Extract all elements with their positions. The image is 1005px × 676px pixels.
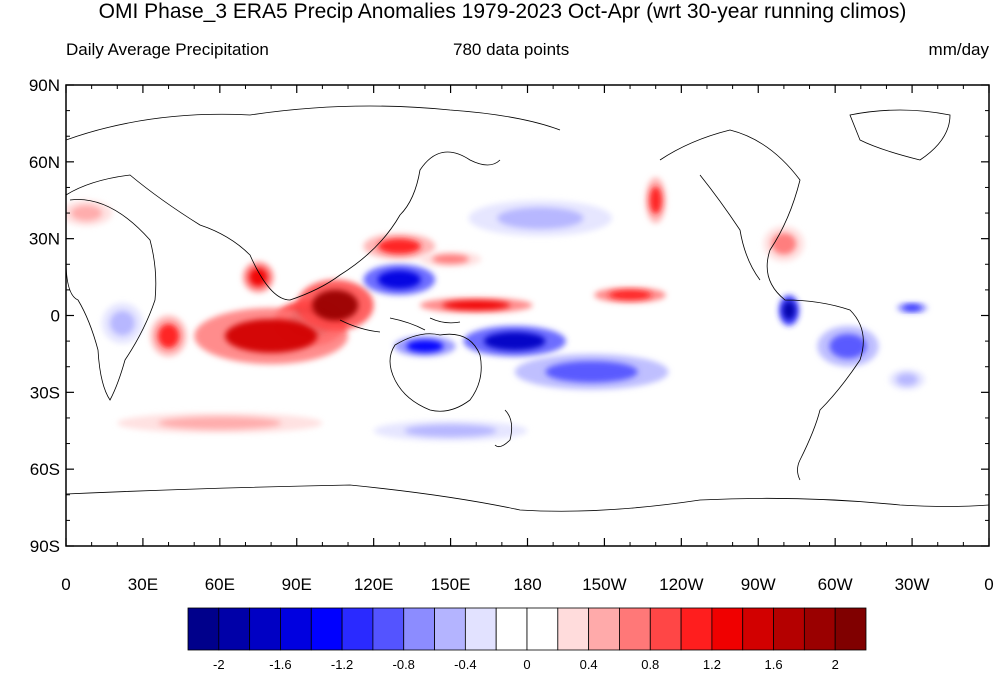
- lat-tick-label: 60S: [30, 460, 60, 479]
- anomaly-nw-pacific-wet: [432, 254, 470, 264]
- lon-tick-label: 120W: [659, 575, 703, 594]
- lat-tick-label: 30N: [29, 230, 60, 249]
- coastlines: [66, 105, 989, 512]
- lon-tick-label: 60W: [818, 575, 853, 594]
- colorbar-swatch: [403, 607, 435, 651]
- lon-tick-label: 90W: [741, 575, 776, 594]
- colorbar-swatch: [773, 607, 805, 651]
- anomaly-gulf-wet: [771, 233, 797, 255]
- lon-tick-label: 150E: [431, 575, 471, 594]
- anomaly-equatorial-wet-band: [442, 300, 511, 310]
- colorbar-swatch: [742, 607, 774, 651]
- variable-label: Daily Average Precipitation: [66, 40, 269, 59]
- lat-tick-label: 90S: [30, 537, 60, 556]
- colorbar-swatch: [495, 607, 528, 651]
- colorbar-swatch: [372, 607, 405, 651]
- colorbar-tick-label: -1.2: [331, 657, 353, 672]
- colorbar-tick-label: 0: [523, 657, 530, 672]
- colorbar-tick-label: -2: [213, 657, 225, 672]
- anomaly-hawaii-wet: [608, 290, 652, 300]
- anomaly-maritime-wet: [312, 289, 359, 321]
- colorbar-swatch: [588, 607, 620, 651]
- anomaly-amazon-dry: [829, 333, 867, 359]
- anomaly-npac-dry: [497, 207, 584, 229]
- colorbar-swatch: [341, 607, 374, 651]
- anomaly-field: [66, 177, 928, 441]
- colorbar-swatch: [619, 607, 651, 651]
- colorbar-swatch: [310, 607, 343, 651]
- lon-tick-label: 30E: [128, 575, 158, 594]
- lat-tick-label: 60N: [29, 153, 60, 172]
- colorbar-swatch: [526, 607, 559, 651]
- anomaly-indian-ocean-wet: [224, 319, 318, 353]
- anomaly-east-africa-wet: [157, 323, 180, 349]
- lat-tick-label: 0: [51, 307, 60, 326]
- lon-tick-label: 180: [513, 575, 541, 594]
- colorbar: -2 -1.6 -1.2 -0.8 -0.4 0 0.4 0.8 1.2 1.6 2: [187, 607, 867, 672]
- lon-tick-label: 120E: [354, 575, 394, 594]
- colorbar-swatch: [218, 607, 251, 651]
- anomaly-sp-dry-core: [483, 331, 546, 351]
- lon-tick-label: 0: [984, 575, 993, 594]
- anomaly-alaska-wet: [649, 186, 662, 215]
- lon-tick-label: 150W: [582, 575, 626, 594]
- lon-tick-label: 60E: [205, 575, 235, 594]
- anomaly-atlantic-dry: [902, 304, 922, 311]
- anomaly-africa-dry: [110, 310, 135, 336]
- anomaly-sp-dry-band: [545, 361, 638, 383]
- colorbar-swatch: [803, 607, 836, 651]
- colorbar-swatch: [680, 607, 713, 651]
- colorbar-swatch: [464, 607, 497, 651]
- lon-tick-label: 0: [61, 575, 70, 594]
- anomaly-australia-dry: [406, 340, 444, 353]
- lon-tick-label: 90E: [282, 575, 312, 594]
- anomaly-east-asia-wet: [377, 238, 421, 255]
- colorbar-tick-label: 2: [832, 657, 839, 672]
- colorbar-tick-label: 1.6: [765, 657, 783, 672]
- lat-tick-label: 90N: [29, 76, 60, 95]
- colorbar-swatch: [187, 607, 220, 651]
- units-label: mm/day: [928, 40, 989, 59]
- colorbar-swatch: [249, 607, 281, 651]
- anomaly-panama-dry: [782, 301, 796, 320]
- colorbar-tick-label: -0.8: [393, 657, 415, 672]
- colorbar-tick-label: 0.8: [641, 657, 659, 672]
- colorbar-swatch: [557, 607, 590, 651]
- colorbar-tick-label: -0.4: [454, 657, 476, 672]
- colorbar-tick-label: -1.6: [269, 657, 291, 672]
- lon-tick-label: 30W: [895, 575, 930, 594]
- colorbar-tick-label: 1.2: [703, 657, 721, 672]
- map-border: [65, 84, 990, 547]
- colorbar-swatch: [649, 607, 682, 651]
- anomaly-southern-ocean-dry: [404, 424, 497, 437]
- data-point-count: 780 data points: [453, 40, 570, 59]
- anomaly-south-atlantic-dry: [896, 373, 918, 386]
- lat-tick-label: 30S: [30, 383, 60, 402]
- anomaly-southern-ocean-wet: [158, 416, 282, 430]
- anomaly-india-wet: [249, 267, 268, 287]
- anomaly-europe-wet: [71, 205, 102, 221]
- chart-title: OMI Phase_3 ERA5 Precip Anomalies 1979-2…: [98, 0, 907, 23]
- colorbar-tick-label: 0.4: [580, 657, 598, 672]
- colorbar-swatch: [280, 607, 312, 651]
- colorbar-swatch: [834, 607, 867, 651]
- anomaly-north-pacific-dry: [377, 270, 421, 289]
- colorbar-swatch: [711, 607, 744, 651]
- colorbar-swatch: [434, 607, 466, 651]
